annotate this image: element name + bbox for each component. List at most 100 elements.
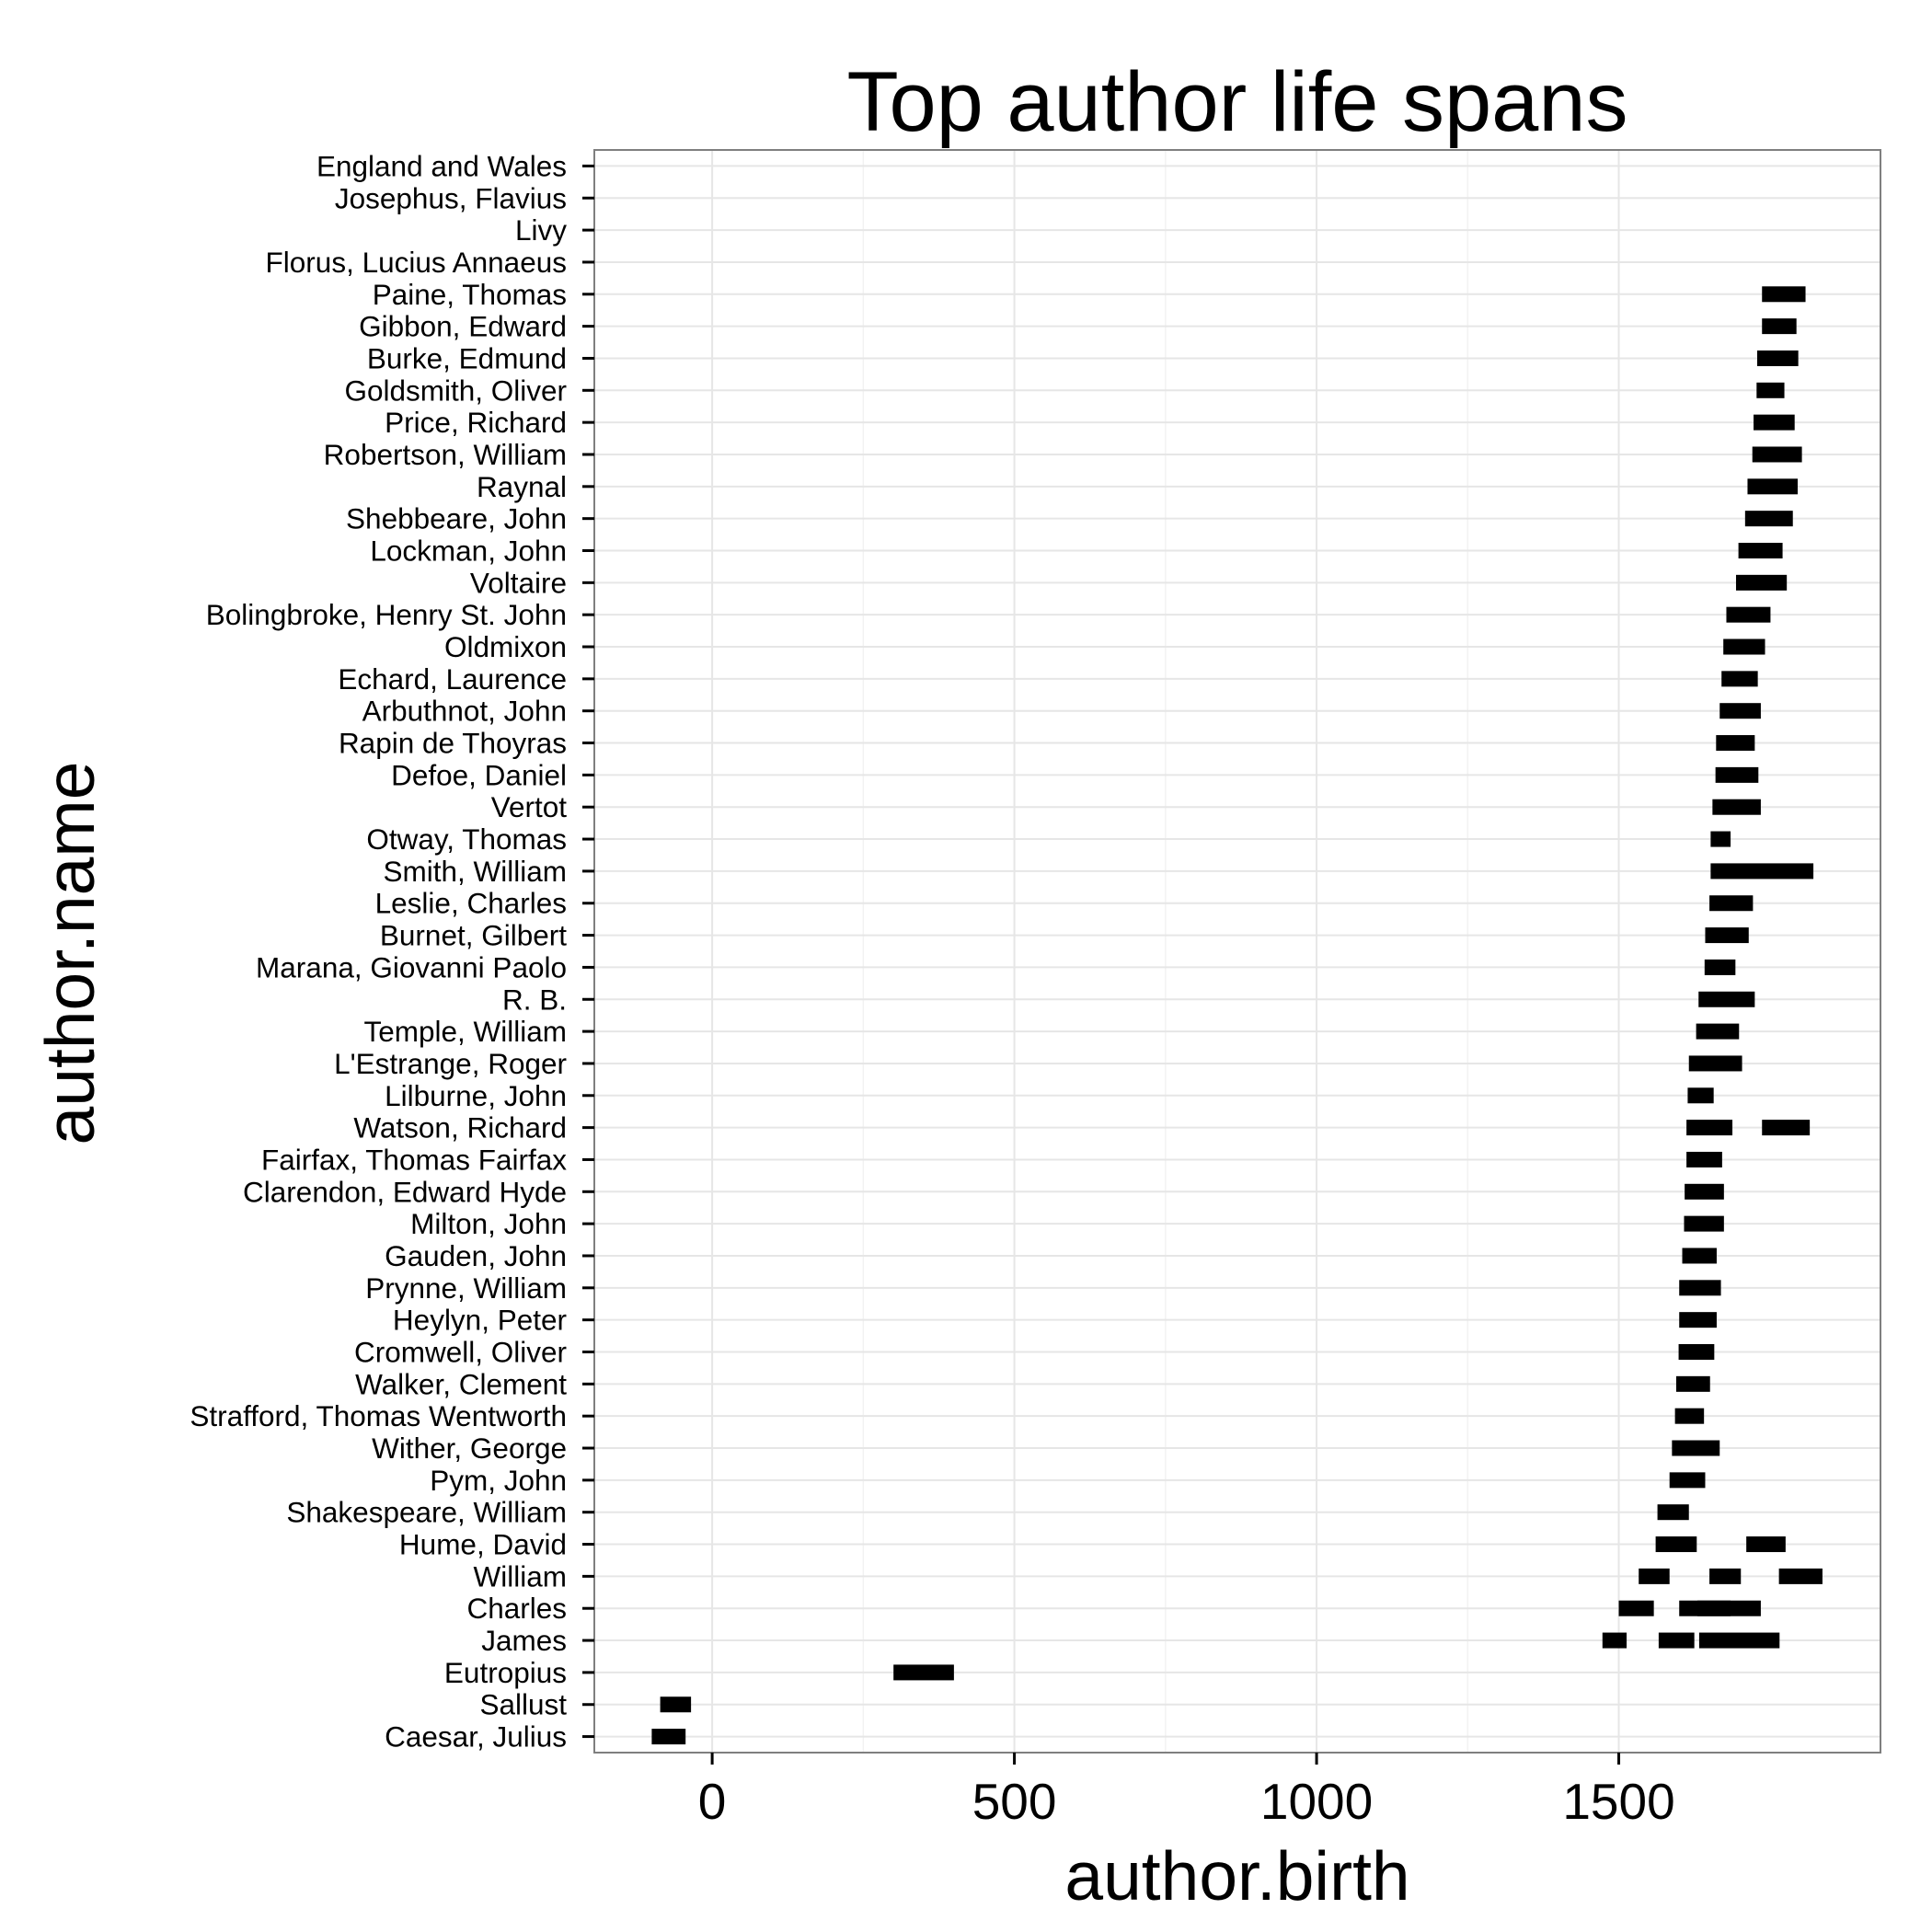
y-tick-label: Raynal: [477, 470, 567, 503]
y-tick-label: James: [481, 1624, 567, 1657]
x-tick-label: 500: [972, 1773, 1057, 1830]
y-tick-label: Robertson, William: [324, 438, 567, 471]
life-span-bar: [1710, 831, 1731, 847]
life-span-bar: [1712, 799, 1761, 815]
y-tick-label: R. B.: [502, 983, 567, 1016]
life-span-bar: [1762, 286, 1806, 303]
y-tick-label: Burnet, Gilbert: [380, 919, 567, 952]
y-tick-label: Fairfax, Thomas Fairfax: [261, 1143, 567, 1176]
life-span-bar: [1723, 638, 1765, 655]
x-axis-title: author.birth: [1064, 1837, 1409, 1915]
life-span-bar: [1696, 1023, 1740, 1040]
y-axis-title: author.name: [31, 762, 109, 1145]
life-span-bar: [1658, 1632, 1695, 1649]
y-tick-label: Leslie, Charles: [375, 887, 567, 920]
y-tick-label: Sallust: [479, 1688, 567, 1721]
plot-panel-border: [593, 149, 1881, 1754]
y-tick-label: Bolingbroke, Henry St. John: [206, 598, 567, 631]
y-tick-label: Paine, Thomas: [373, 278, 567, 311]
life-span-bar: [1746, 1536, 1786, 1553]
life-span-bar: [1778, 1568, 1823, 1584]
y-tick-label: Defoe, Daniel: [391, 758, 567, 791]
life-span-bar: [1686, 1120, 1733, 1136]
y-tick-label: Shebbeare, John: [346, 502, 567, 535]
life-span-bar: [1685, 1183, 1724, 1200]
y-tick-label: Clarendon, Edward Hyde: [243, 1175, 567, 1208]
y-tick-label: Watson, Richard: [353, 1111, 567, 1144]
y-tick-label: Caesar, Julius: [385, 1720, 567, 1754]
life-span-bar: [1602, 1632, 1627, 1649]
life-span-bar: [1738, 543, 1783, 558]
y-tick-label: Milton, John: [410, 1207, 567, 1240]
y-tick-label: Vertot: [491, 790, 568, 823]
life-span-bar: [1639, 1568, 1670, 1584]
life-span-bar: [1674, 1408, 1705, 1424]
y-tick-label: Gibbon, Edward: [359, 310, 567, 343]
y-tick-label: Marana, Giovanni Paolo: [256, 950, 567, 983]
x-axis: 0 500 1000 1500: [698, 1753, 1675, 1830]
life-span-bars: [651, 286, 1823, 1745]
life-span-bar: [1687, 1087, 1714, 1104]
y-tick-label: Eutropius: [444, 1656, 567, 1689]
life-span-bar: [1762, 318, 1797, 335]
y-tick-label: Price, Richard: [385, 406, 567, 439]
y-tick-label: Temple, William: [363, 1015, 567, 1048]
life-span-bar: [1657, 1504, 1689, 1521]
y-tick-label: Oldmixon: [444, 630, 567, 663]
y-tick-label: Lockman, John: [370, 535, 567, 568]
y-tick-label: Hume, David: [399, 1528, 567, 1561]
y-tick-label: Charles: [466, 1592, 567, 1625]
y-tick-label: Echard, Laurence: [338, 662, 567, 696]
life-span-bar: [651, 1729, 686, 1745]
life-span-bar: [660, 1696, 692, 1713]
y-tick-label: Wither, George: [372, 1432, 567, 1465]
life-span-bar: [1698, 991, 1755, 1007]
y-tick-label: Livy: [515, 213, 567, 247]
life-span-bar: [1682, 1248, 1717, 1264]
life-span-bar: [1744, 511, 1793, 527]
y-tick-label: Walker, Clement: [355, 1367, 567, 1400]
life-span-bar: [1679, 1312, 1717, 1328]
life-span-bar: [1709, 895, 1754, 912]
life-span-bar: [1684, 1215, 1724, 1232]
x-tick-label: 0: [698, 1773, 727, 1830]
x-tick-label: 1000: [1260, 1773, 1373, 1830]
life-span-bar: [1756, 382, 1785, 398]
life-span-bar: [1679, 1280, 1721, 1296]
life-span-bar: [1672, 1440, 1720, 1456]
life-span-bar: [1715, 766, 1759, 783]
life-span-bar: [1709, 1568, 1742, 1584]
y-tick-label: Shakespeare, William: [286, 1496, 567, 1529]
y-tick-label: Arbuthnot, John: [362, 695, 567, 728]
life-span-bar: [1716, 735, 1755, 752]
life-span-bar: [1754, 414, 1795, 431]
life-span-bar: [1704, 959, 1736, 975]
life-span-bar: [1747, 478, 1798, 495]
life-span-bar: [1688, 1055, 1742, 1072]
y-tick-label: Prynne, William: [365, 1271, 567, 1305]
y-tick-label: Voltaire: [470, 566, 567, 599]
y-tick-label: Pym, John: [430, 1464, 567, 1497]
y-tick-label: Otway, Thomas: [366, 822, 567, 856]
y-tick-label: Lilburne, John: [385, 1079, 567, 1112]
life-span-bar: [1698, 1632, 1780, 1649]
life-span-bar: [1655, 1536, 1697, 1553]
life-span-bar: [1675, 1375, 1710, 1392]
y-tick-label: Josephus, Flavius: [335, 181, 567, 214]
y-tick-label: Gauden, John: [385, 1239, 567, 1272]
y-tick-label: William: [474, 1559, 567, 1593]
y-tick-label: Smith, William: [383, 855, 567, 888]
y-tick-label: Rapin de Thoyras: [339, 727, 567, 760]
life-span-bar: [1705, 927, 1749, 944]
life-span-bar: [1735, 574, 1788, 591]
life-span-bar: [1618, 1600, 1654, 1616]
y-tick-label: L'Estrange, Roger: [334, 1047, 567, 1080]
life-span-bar: [1721, 671, 1758, 687]
life-span-bar: [1726, 606, 1771, 623]
life-span-bar: [1669, 1472, 1706, 1489]
life-span-bar: [1686, 1151, 1722, 1167]
life-span-bar: [1762, 1120, 1811, 1136]
